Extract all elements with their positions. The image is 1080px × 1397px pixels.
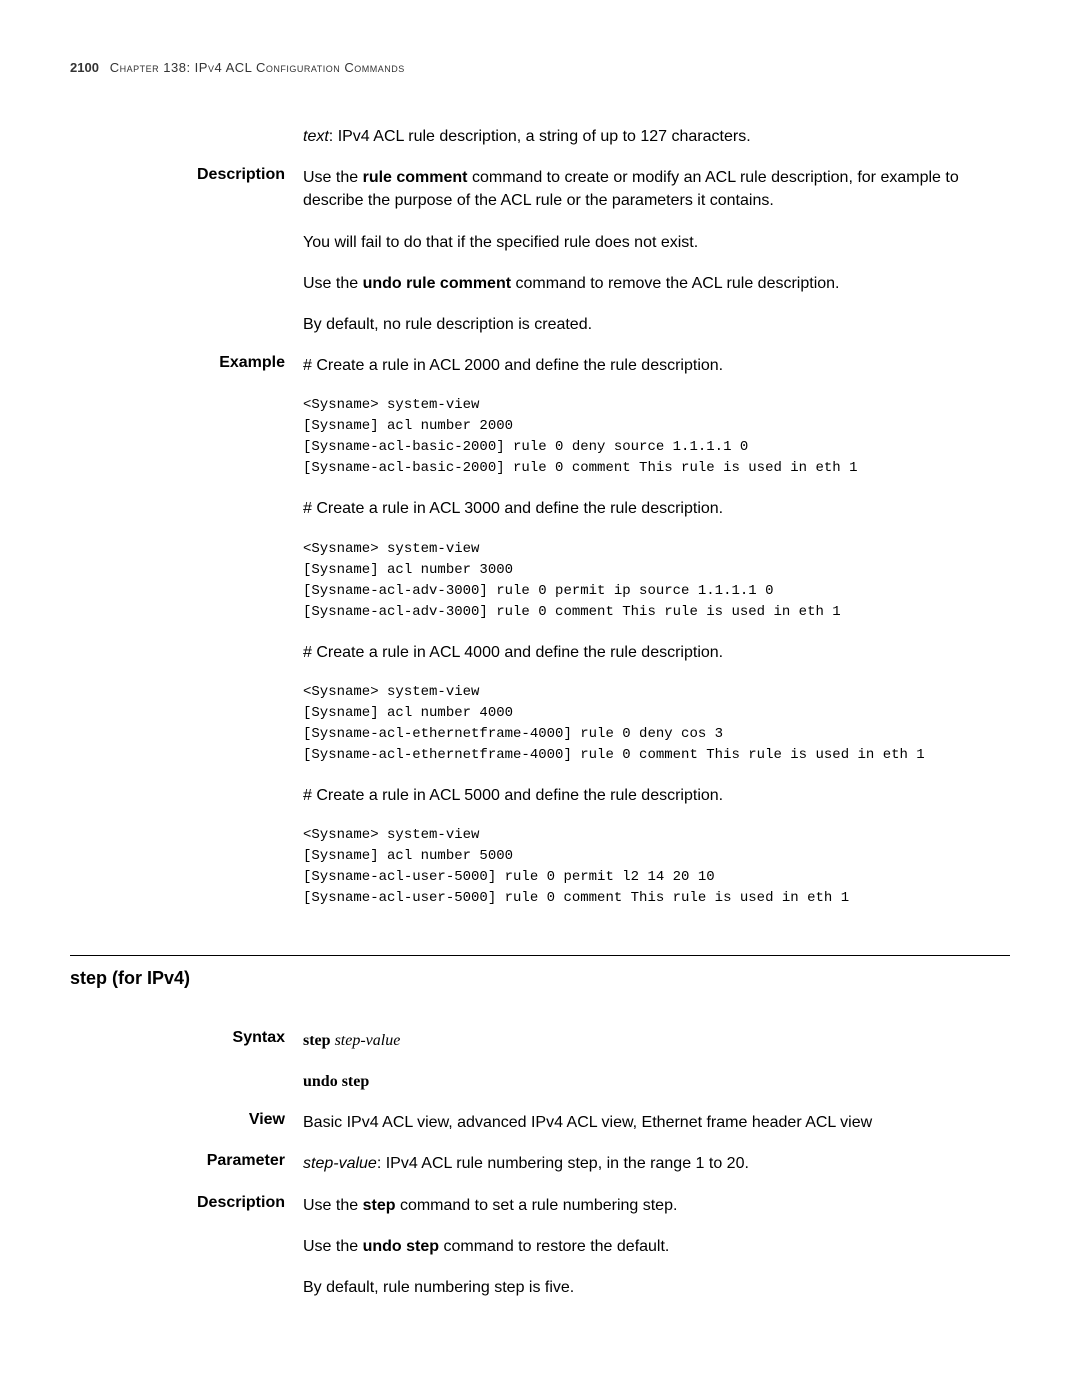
parameter-row: Parameter step-value: IPv4 ACL rule numb… <box>70 1152 1010 1175</box>
param-italic: step-value <box>303 1155 377 1172</box>
text-content: text: IPv4 ACL rule description, a strin… <box>303 125 1010 148</box>
example-intro2: # Create a rule in ACL 3000 and define t… <box>303 497 1010 520</box>
view-row: View Basic IPv4 ACL view, advanced IPv4 … <box>70 1111 1010 1134</box>
view-text: Basic IPv4 ACL view, advanced IPv4 ACL v… <box>303 1111 1010 1134</box>
page-header: 2100 Chapter 138: IPv4 ACL Configuration… <box>70 60 1010 75</box>
parameter-content: step-value: IPv4 ACL rule numbering step… <box>303 1152 1010 1175</box>
syntax-row: Syntax step step-value undo step <box>70 1029 1010 1093</box>
desc2-p2a: Use the <box>303 1238 363 1255</box>
example-intro1: # Create a rule in ACL 2000 and define t… <box>303 354 1010 377</box>
syntax-content: step step-value undo step <box>303 1029 1010 1093</box>
desc-p3a: Use the <box>303 275 363 292</box>
example-row: Example # Create a rule in ACL 2000 and … <box>70 354 1010 927</box>
desc-p3bold: undo rule comment <box>363 275 511 292</box>
description2-content: Use the step command to set a rule numbe… <box>303 1194 1010 1300</box>
example-intro3: # Create a rule in ACL 4000 and define t… <box>303 641 1010 664</box>
description2-row: Description Use the step command to set … <box>70 1194 1010 1300</box>
syntax-l1i: step-value <box>331 1032 401 1049</box>
syntax-l1b: step <box>303 1032 331 1049</box>
description-content: Use the rule comment command to create o… <box>303 166 1010 336</box>
syntax-l2: undo step <box>303 1070 1010 1093</box>
description2-label: Description <box>70 1194 303 1300</box>
desc-p3b: command to remove the ACL rule descripti… <box>511 275 839 292</box>
desc2-p1b: command to set a rule numbering step. <box>396 1197 678 1214</box>
view-content: Basic IPv4 ACL view, advanced IPv4 ACL v… <box>303 1111 1010 1134</box>
section-title: step (for IPv4) <box>70 968 1010 989</box>
desc-p4: By default, no rule description is creat… <box>303 313 1010 336</box>
page-number: 2100 <box>70 60 99 75</box>
desc2-p2bold: undo step <box>363 1238 439 1255</box>
example-code1: <Sysname> system-view [Sysname] acl numb… <box>303 395 1010 479</box>
desc-p2: You will fail to do that if the specifie… <box>303 231 1010 254</box>
section-divider <box>70 955 1010 956</box>
text-row: text: IPv4 ACL rule description, a strin… <box>70 125 1010 148</box>
desc2-p1a: Use the <box>303 1197 363 1214</box>
example-content: # Create a rule in ACL 2000 and define t… <box>303 354 1010 927</box>
desc2-p1bold: step <box>363 1197 396 1214</box>
param-rest: : IPv4 ACL rule numbering step, in the r… <box>377 1155 749 1172</box>
example-code2: <Sysname> system-view [Sysname] acl numb… <box>303 539 1010 623</box>
example-code4: <Sysname> system-view [Sysname] acl numb… <box>303 825 1010 909</box>
text-rest: : IPv4 ACL rule description, a string of… <box>329 128 751 145</box>
desc-p1a: Use the <box>303 169 363 186</box>
view-label: View <box>70 1111 303 1134</box>
example-intro4: # Create a rule in ACL 5000 and define t… <box>303 784 1010 807</box>
desc2-p2b: command to restore the default. <box>439 1238 669 1255</box>
page-container: 2100 Chapter 138: IPv4 ACL Configuration… <box>0 0 1080 1377</box>
example-code3: <Sysname> system-view [Sysname] acl numb… <box>303 682 1010 766</box>
parameter-label: Parameter <box>70 1152 303 1175</box>
chapter-title: Chapter 138: IPv4 ACL Configuration Comm… <box>110 60 405 75</box>
desc-p1bold: rule comment <box>363 169 468 186</box>
syntax-label: Syntax <box>70 1029 303 1093</box>
empty-label <box>70 125 303 148</box>
description-row: Description Use the rule comment command… <box>70 166 1010 336</box>
text-italic: text <box>303 128 329 145</box>
desc2-p3: By default, rule numbering step is five. <box>303 1276 1010 1299</box>
example-label: Example <box>70 354 303 927</box>
description-label: Description <box>70 166 303 336</box>
